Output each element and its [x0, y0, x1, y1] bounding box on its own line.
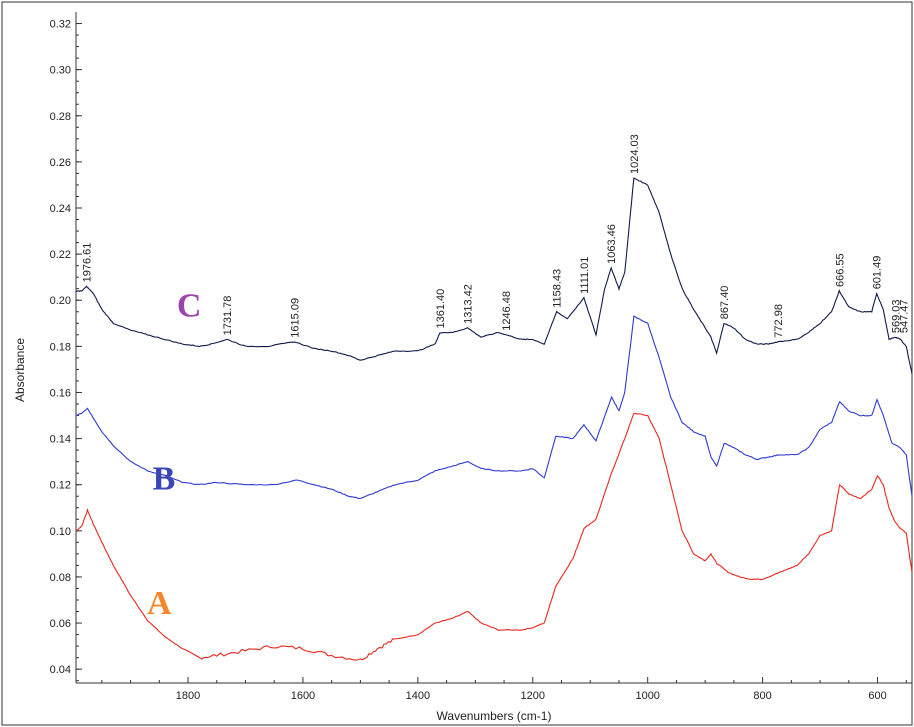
peak-label: 1111.01 — [579, 257, 591, 294]
x-tick-label: 1000 — [635, 690, 659, 702]
peak-label: 1976.61 — [82, 243, 94, 283]
x-tick-label: 1600 — [291, 690, 315, 702]
peak-label: 547.47 — [898, 299, 910, 333]
peak-label: 569.03 — [890, 299, 902, 333]
y-tick-label: 0.08 — [50, 572, 71, 584]
y-tick-label: 0.16 — [50, 387, 71, 399]
peak-label: 1158.43 — [552, 269, 564, 308]
series-label-a: A — [147, 585, 172, 622]
axes: 0.04 0.06 0.08 0.10 0.12 0.14 0.16 0.18 0.20 0.22… — [50, 12, 912, 702]
y-tick-label: 0.12 — [50, 480, 71, 492]
y-tick-label: 0.30 — [50, 65, 71, 77]
peak-label: 601.49 — [872, 256, 884, 290]
series-layer: A B C — [75, 177, 913, 661]
peak-label: 1731.78 — [222, 296, 234, 336]
series-line-a — [75, 412, 913, 661]
peak-label: 1024.03 — [629, 134, 641, 174]
series-line-b — [75, 315, 913, 500]
peak-label: 1063.46 — [606, 224, 618, 264]
peak-label-layer: 1976.61 1731.78 1615.09 1361.40 1313.42 1246.… — [82, 134, 911, 337]
x-tick-label: 1200 — [521, 690, 545, 702]
peak-label: 666.55 — [834, 253, 846, 287]
x-tick-label: 1400 — [406, 690, 430, 702]
y-tick-label: 0.20 — [50, 295, 71, 307]
y-tick-label: 0.06 — [50, 618, 71, 630]
y-tick-label: 0.22 — [50, 249, 71, 261]
x-tick-label: 600 — [868, 690, 886, 702]
peak-label: 867.40 — [719, 286, 731, 320]
series-line-c — [75, 177, 913, 375]
y-tick-label: 0.04 — [50, 664, 71, 676]
series-label-c: C — [177, 287, 202, 324]
y-tick-label: 0.14 — [50, 434, 71, 446]
y-axis-title: Absorbance — [13, 338, 27, 402]
y-tick-label: 0.28 — [50, 111, 71, 123]
y-tick-label: 0.18 — [50, 341, 71, 353]
y-tick-label: 0.10 — [50, 526, 71, 538]
peak-label: 772.98 — [773, 304, 785, 338]
x-tick-label: 800 — [753, 690, 771, 702]
x-axis-title: Wavenumbers (cm-1) — [437, 709, 552, 723]
peak-label: 1361.40 — [435, 289, 447, 329]
peak-label: 1313.42 — [463, 284, 475, 324]
peak-label: 1615.09 — [289, 298, 301, 338]
y-tick-label: 0.24 — [50, 203, 71, 215]
series-label-b: B — [153, 460, 176, 497]
peak-label: 1246.48 — [501, 291, 513, 331]
y-tick-label: 0.26 — [50, 157, 71, 169]
y-tick-label: 0.32 — [50, 19, 71, 31]
x-tick-label: 1800 — [176, 690, 200, 702]
